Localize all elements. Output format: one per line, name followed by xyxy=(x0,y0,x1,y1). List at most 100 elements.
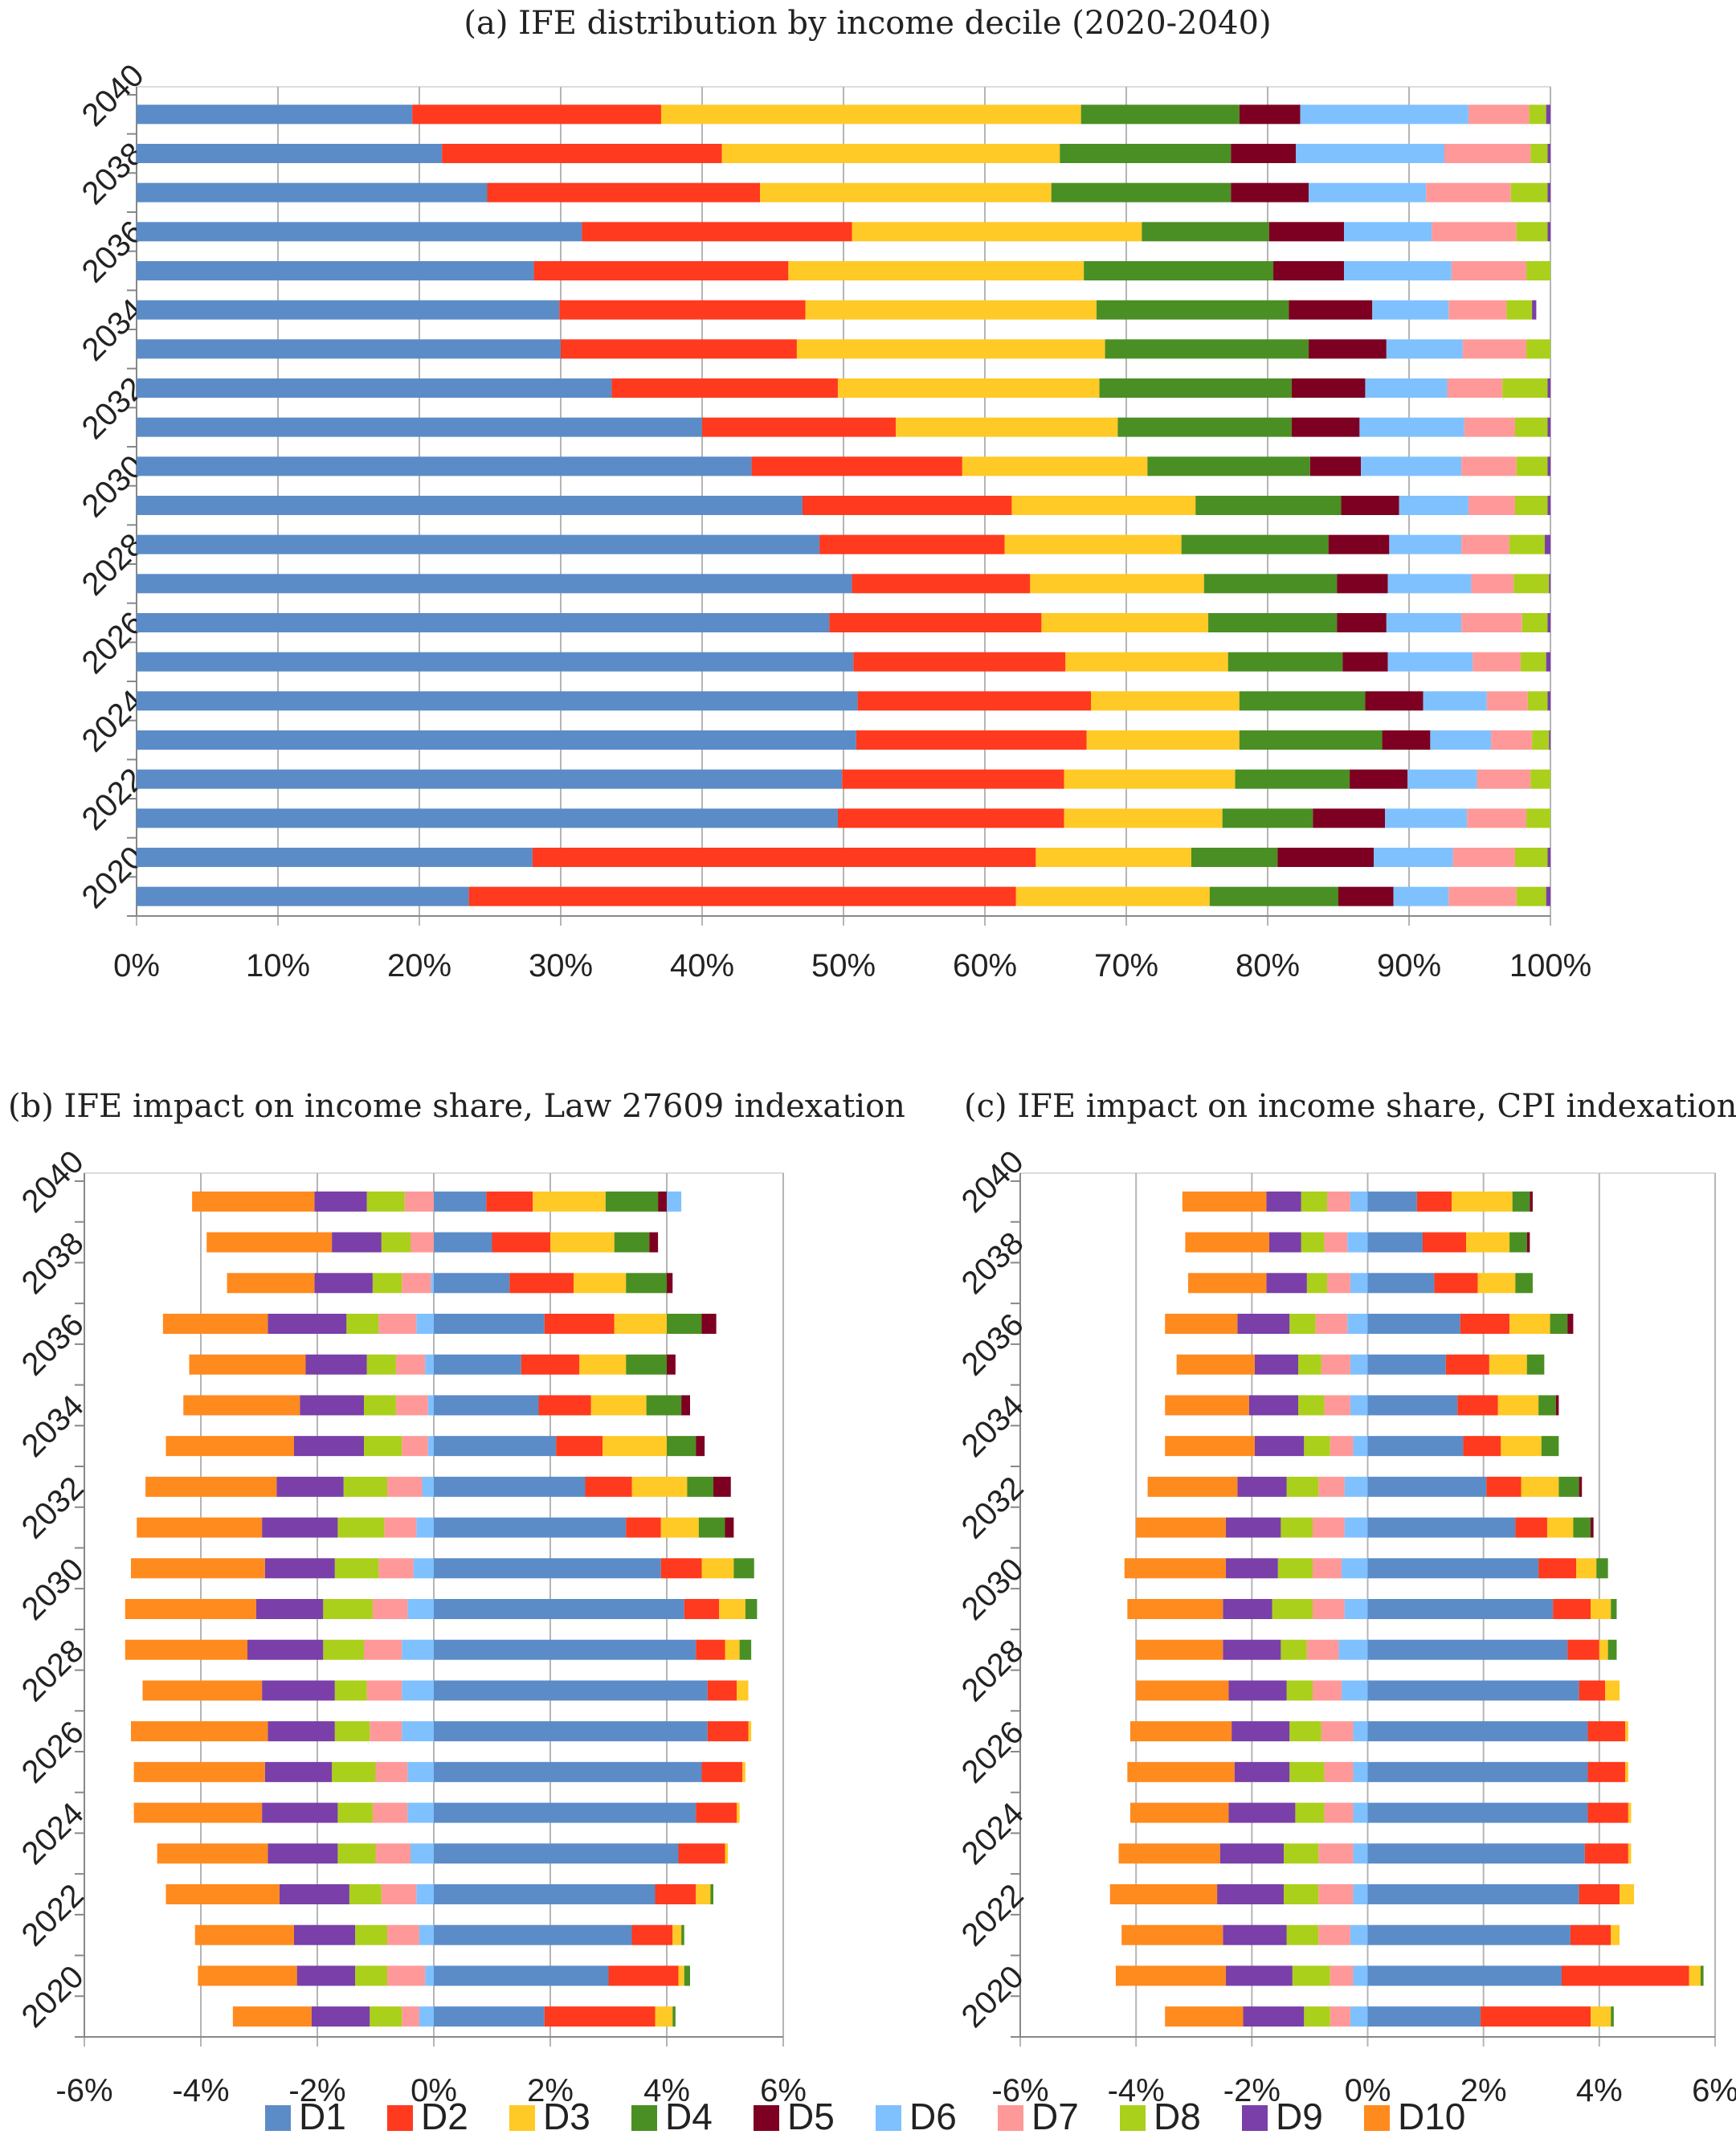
bar-D6-2036 xyxy=(1350,1354,1368,1375)
bar-D1-2039 xyxy=(137,144,443,163)
bar-D6-2031 xyxy=(1342,1558,1368,1579)
bar-D7-2033 xyxy=(1318,1476,1345,1497)
bar-D1-2024 xyxy=(137,730,856,750)
bar-D3-2040 xyxy=(533,1191,606,1212)
bar-D9-2040 xyxy=(1266,1191,1301,1212)
bar-D4-2029 xyxy=(739,1639,752,1660)
bar-D8-2030 xyxy=(323,1599,373,1619)
legend-swatch-D2 xyxy=(387,2105,413,2131)
bar-D2-2040 xyxy=(1416,1191,1452,1212)
legend-swatch-D9 xyxy=(1242,2105,1268,2131)
bar-D7-2021 xyxy=(1330,1965,1354,1986)
bar-D10-2040 xyxy=(1182,1191,1267,1212)
bar-D5-2033 xyxy=(1291,378,1366,398)
bar-D2-2037 xyxy=(1460,1314,1510,1334)
bar-D2-2039 xyxy=(442,144,722,163)
x-tick-label: 6% xyxy=(760,2073,807,2108)
bar-D5-2037 xyxy=(1567,1314,1574,1334)
bar-D1-2033 xyxy=(434,1476,586,1497)
x-tick-label: 0% xyxy=(1345,2073,1391,2108)
bar-D3-2020 xyxy=(1591,2006,1611,2027)
bar-D7-2025 xyxy=(1486,691,1528,711)
bar-D9-2035 xyxy=(300,1395,364,1416)
bar-D4-2036 xyxy=(1526,1354,1545,1375)
bar-D1-2036 xyxy=(137,261,534,280)
bar-D2-2039 xyxy=(1422,1232,1467,1253)
bar-D4-2030 xyxy=(1611,1599,1617,1619)
bar-D10-2021 xyxy=(198,1965,297,1986)
x-tick-label: 40% xyxy=(670,948,734,983)
bar-D3-2026 xyxy=(1625,1761,1628,1782)
bar-D5-2040 xyxy=(1239,104,1301,125)
bar-D1-2034 xyxy=(1367,1436,1464,1457)
bar-D5-2038 xyxy=(1231,182,1309,202)
chart-title: (a) IFE distribution by income decile (2… xyxy=(464,5,1271,42)
bar-D4-2032 xyxy=(1117,417,1292,437)
bar-D1-2023 xyxy=(1367,1884,1579,1904)
bar-D1-2022 xyxy=(1367,1924,1571,1945)
bar-D5-2039 xyxy=(1526,1232,1530,1253)
bar-D3-2034 xyxy=(1501,1436,1542,1457)
x-tick-label: 4% xyxy=(643,2073,690,2108)
bar-D9-2023 xyxy=(279,1884,349,1904)
bar-D4-2022 xyxy=(1222,808,1313,828)
bar-D7-2040 xyxy=(404,1191,434,1212)
bar-D3-2024 xyxy=(1628,1843,1632,1864)
bar-D5-2031 xyxy=(1309,456,1362,476)
bar-D7-2021 xyxy=(387,1965,426,1986)
bar-D4-2020 xyxy=(1611,2006,1614,2027)
bar-D9-2025 xyxy=(1547,691,1550,711)
bar-D2-2030 xyxy=(1553,1599,1591,1619)
bar-D6-2025 xyxy=(1423,691,1487,711)
bar-D3-2040 xyxy=(1452,1191,1513,1212)
bar-D10-2038 xyxy=(227,1273,315,1294)
bar-D9-2030 xyxy=(1547,496,1550,515)
bar-D5-2035 xyxy=(1555,1395,1559,1416)
bar-D8-2036 xyxy=(1298,1354,1321,1375)
bar-D4-2022 xyxy=(681,1924,684,1945)
bar-D3-2020 xyxy=(655,2006,673,2027)
bar-D4-2023 xyxy=(1235,769,1350,789)
bar-D3-2022 xyxy=(672,1924,682,1945)
bar-D8-2025 xyxy=(1527,691,1548,711)
bar-D1-2021 xyxy=(1367,1965,1562,1986)
bar-D10-2036 xyxy=(1176,1354,1255,1375)
bar-D9-2025 xyxy=(1228,1802,1296,1823)
bar-D1-2020 xyxy=(137,886,469,906)
bar-D6-2031 xyxy=(413,1558,434,1579)
bar-D5-2040 xyxy=(658,1191,667,1212)
bar-D9-2024 xyxy=(1549,730,1550,750)
bar-D5-2039 xyxy=(1231,144,1297,163)
bar-D3-2036 xyxy=(1489,1354,1527,1375)
x-tick-label: 30% xyxy=(529,948,593,983)
bar-D6-2038 xyxy=(1350,1273,1368,1294)
bar-D2-2033 xyxy=(611,378,838,398)
bar-D1-2032 xyxy=(1367,1517,1516,1538)
bar-D4-2038 xyxy=(1051,182,1232,202)
bar-D9-2026 xyxy=(1546,652,1550,672)
bar-D8-2029 xyxy=(1281,1639,1307,1660)
bar-D8-2040 xyxy=(366,1191,405,1212)
bar-D2-2024 xyxy=(856,730,1087,750)
bar-D2-2034 xyxy=(1463,1436,1501,1457)
bar-D3-2038 xyxy=(1477,1273,1516,1294)
bar-D7-2033 xyxy=(387,1476,423,1497)
bar-D3-2021 xyxy=(1035,848,1191,867)
bar-D9-2028 xyxy=(262,1680,335,1701)
bar-D1-2040 xyxy=(434,1191,487,1212)
bar-D7-2037 xyxy=(378,1314,417,1334)
bar-D6-2039 xyxy=(1347,1232,1368,1253)
bar-D10-2030 xyxy=(125,1599,256,1619)
bar-D8-2029 xyxy=(1509,534,1545,554)
bar-D8-2037 xyxy=(1289,1314,1316,1334)
bar-D9-2027 xyxy=(1547,613,1550,632)
legend-swatch-D4 xyxy=(631,2105,657,2131)
bar-D1-2021 xyxy=(137,848,533,867)
bar-D9-2032 xyxy=(262,1517,338,1538)
bar-D4-2035 xyxy=(1538,1395,1556,1416)
x-tick-label: 80% xyxy=(1236,948,1300,983)
bar-D7-2038 xyxy=(1426,182,1511,202)
bar-D6-2026 xyxy=(1387,652,1473,672)
bar-D2-2030 xyxy=(684,1599,720,1619)
